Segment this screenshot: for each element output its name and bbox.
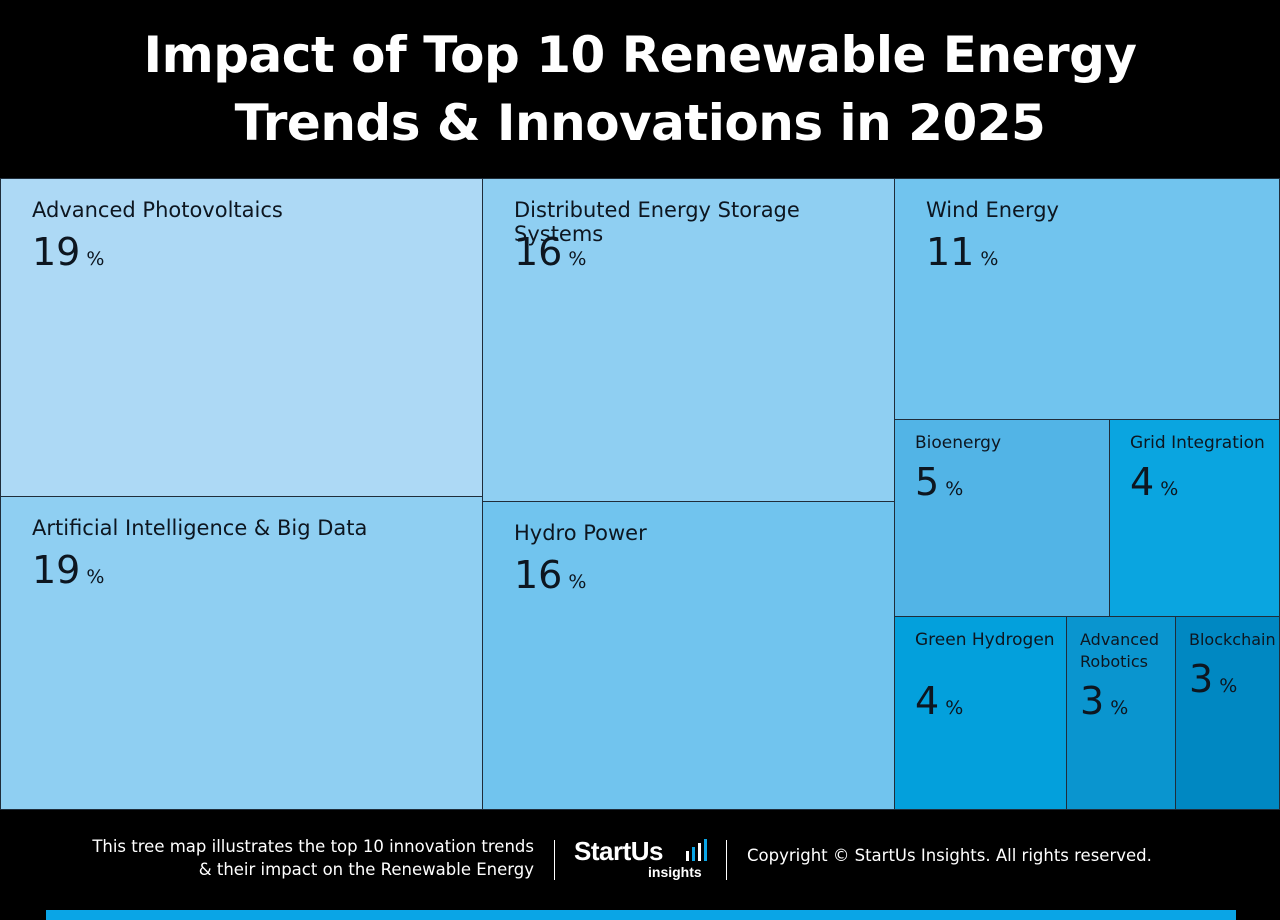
- treemap-cell-value: 19%: [32, 230, 104, 274]
- treemap-value-unit: %: [568, 571, 587, 593]
- treemap-value-unit: %: [86, 248, 105, 270]
- treemap-cell-label: Hydro Power: [514, 521, 647, 545]
- treemap-value-unit: %: [1160, 478, 1179, 500]
- treemap-value-number: 16: [514, 230, 563, 274]
- treemap-cell-label: Green Hydrogen: [915, 630, 1055, 650]
- treemap-value-unit: %: [568, 248, 587, 270]
- treemap-cell-label: Grid Integration: [1130, 433, 1265, 453]
- treemap-cell-label: Advanced Photovoltaics: [32, 198, 283, 222]
- footer: This tree map illustrates the top 10 inn…: [0, 810, 1280, 920]
- treemap-cell: Artificial Intelligence & Big Data 19%: [0, 496, 483, 810]
- treemap-value-number: 16: [514, 553, 563, 597]
- header: Impact of Top 10 Renewable Energy Trends…: [0, 0, 1280, 178]
- footer-description-line-1: This tree map illustrates the top 10 inn…: [92, 837, 534, 856]
- treemap-cell-label: Distributed Energy Storage Systems: [514, 198, 800, 246]
- treemap-cell-label: Artificial Intelligence & Big Data: [32, 516, 368, 540]
- treemap-value-unit: %: [86, 566, 105, 588]
- treemap-value-unit: %: [945, 478, 964, 500]
- treemap-value-number: 11: [926, 230, 975, 274]
- treemap-cell: Distributed Energy Storage Systems 16%: [482, 178, 895, 502]
- treemap-cell: Wind Energy 11%: [894, 178, 1280, 420]
- treemap-cell: Green Hydrogen 4%: [894, 616, 1067, 810]
- treemap-cell-value: 3%: [1080, 679, 1128, 723]
- treemap-cell: Blockchain 3%: [1175, 616, 1280, 810]
- treemap: Advanced Photovoltaics 19% Artificial Inte…: [0, 178, 1280, 810]
- treemap-cell-label: Blockchain: [1189, 630, 1276, 649]
- treemap-cell-value: 16%: [514, 553, 586, 597]
- accent-bar: [46, 910, 1236, 920]
- treemap-cell-label: Advanced Robotics: [1080, 630, 1160, 671]
- treemap-cell-value: 16%: [514, 230, 586, 274]
- treemap-cell-label: Wind Energy: [926, 198, 1059, 222]
- footer-description-line-2: & their impact on the Renewable Energy: [198, 860, 534, 879]
- treemap-cell: Bioenergy 5%: [894, 419, 1110, 617]
- treemap-value-unit: %: [1219, 675, 1238, 697]
- treemap-cell-value: 3%: [1189, 657, 1237, 701]
- treemap-cell-value: 4%: [1130, 460, 1178, 504]
- treemap-cell: Advanced Robotics 3%: [1066, 616, 1176, 810]
- treemap-cell: Grid Integration 4%: [1109, 419, 1280, 617]
- treemap-cell-label: Bioenergy: [915, 433, 1002, 453]
- chart-title: Impact of Top 10 Renewable Energy Trends…: [143, 26, 1138, 152]
- treemap-value-number: 3: [1189, 657, 1214, 701]
- treemap-value-number: 19: [32, 230, 81, 274]
- treemap-cell-value: 5%: [915, 460, 963, 504]
- treemap-value-number: 3: [1080, 679, 1105, 723]
- treemap-cell-value: 11%: [926, 230, 998, 274]
- treemap-cell-value: 4%: [915, 679, 963, 723]
- startus-insights-logo: StartUs insights: [574, 836, 714, 884]
- treemap-cell: Hydro Power 16%: [482, 501, 895, 810]
- treemap-value-number: 19: [32, 548, 81, 592]
- footer-description: This tree map illustrates the top 10 inn…: [30, 835, 534, 881]
- treemap-value-number: 5: [915, 460, 940, 504]
- treemap-cell: Advanced Photovoltaics 19%: [0, 178, 483, 497]
- treemap-value-unit: %: [945, 697, 964, 719]
- footer-divider: [554, 840, 555, 880]
- logo-wordmark: StartUs: [574, 836, 663, 866]
- copyright-text: Copyright © StartUs Insights. All rights…: [747, 846, 1152, 865]
- bar-chart-icon: [686, 839, 707, 861]
- treemap-value-unit: %: [1110, 697, 1129, 719]
- treemap-value-number: 4: [915, 679, 940, 723]
- footer-divider: [726, 840, 727, 880]
- logo-subtext: insights: [648, 864, 702, 880]
- treemap-value-number: 4: [1130, 460, 1155, 504]
- treemap-cell-value: 19%: [32, 548, 104, 592]
- treemap-value-unit: %: [980, 248, 999, 270]
